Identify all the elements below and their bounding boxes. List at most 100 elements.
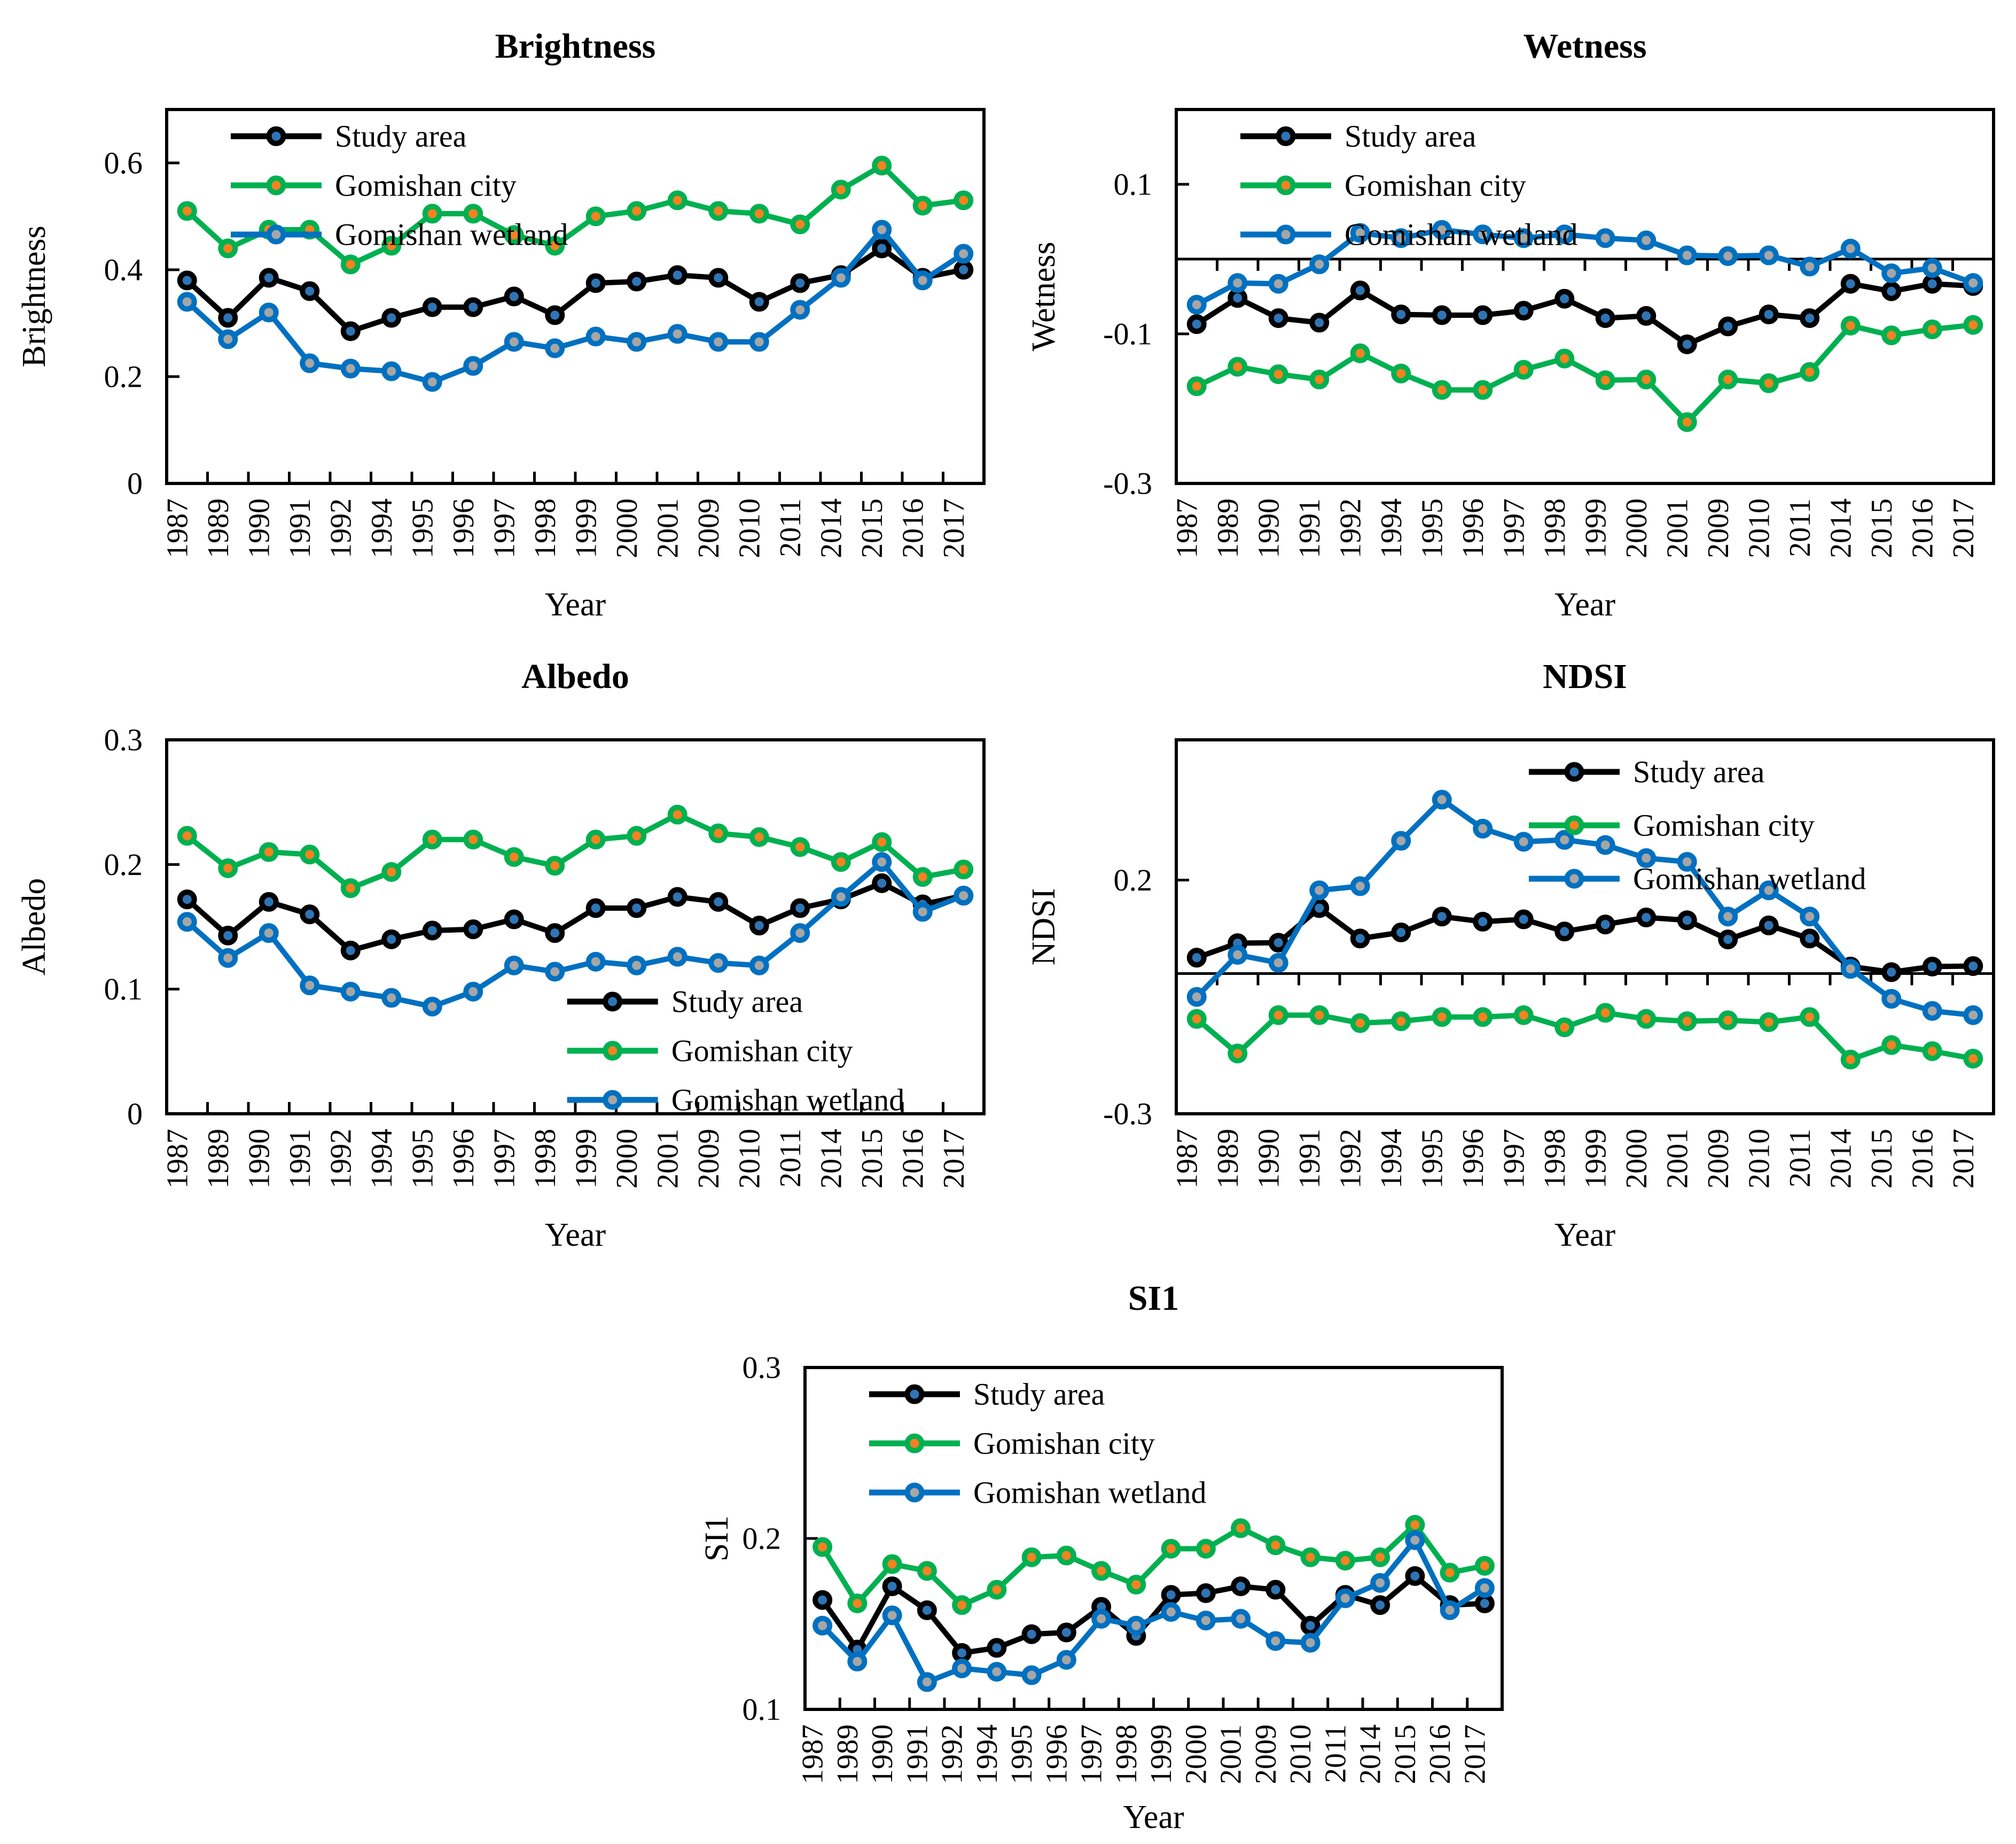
- data-point: [1922, 1001, 1942, 1021]
- data-point: [381, 988, 402, 1008]
- data-point: [1554, 348, 1575, 369]
- data-point: [1309, 312, 1330, 333]
- data-point: [585, 830, 606, 850]
- data-point: [1963, 1005, 1983, 1025]
- data-point: [1370, 1595, 1390, 1615]
- x-tick-label: 2017: [1458, 1724, 1491, 1784]
- data-point: [1881, 989, 1902, 1009]
- data-point: [1126, 1574, 1146, 1595]
- chart-cell-albedo: Albedo 0 0.1 0.2 0.3 1987 1989 1990 1991 1992 1994…: [6, 630, 1000, 1261]
- data-point: [1309, 1005, 1330, 1025]
- data-point: [1350, 928, 1370, 949]
- data-point: [1432, 380, 1452, 400]
- x-tick-label: 2001: [1661, 1129, 1694, 1189]
- data-point: [872, 832, 892, 852]
- data-point: [1677, 412, 1697, 432]
- series-study-area: [177, 238, 974, 341]
- plot-border: [165, 738, 986, 1115]
- x-tick-label: 1991: [1293, 1129, 1326, 1189]
- data-point: [422, 297, 442, 317]
- legend: Study area Gomishan city Gomishan wetland: [1240, 119, 1578, 252]
- x-tick-label: 1991: [1293, 498, 1326, 558]
- data-point: [1391, 228, 1411, 248]
- legend-label: Gomishan wetland: [671, 1083, 905, 1118]
- y-axis-title: Brightness: [16, 225, 52, 367]
- legend-entry-gomishan-wetland: Gomishan wetland: [1529, 862, 1866, 896]
- data-point: [300, 845, 320, 865]
- x-tick-label: 2011: [1319, 1724, 1352, 1783]
- data-point: [708, 892, 729, 912]
- data-point: [708, 823, 729, 843]
- y-axis-title: Wetness: [1026, 241, 1062, 351]
- x-axis: 1987 1989 1990 1991 1992 1994 1995 1996 1997 1998…: [796, 1698, 1504, 1784]
- legend-marker: [266, 224, 286, 245]
- data-point: [708, 953, 729, 973]
- data-point: [872, 238, 892, 259]
- data-point: [627, 826, 647, 846]
- legend-marker: [1276, 224, 1296, 245]
- chart-title: SI1: [1128, 1279, 1179, 1318]
- data-point: [585, 273, 606, 293]
- legend: Study area Gomishan city Gomishan wetland: [1529, 755, 1866, 896]
- data-point: [790, 898, 810, 918]
- data-point: [259, 302, 279, 323]
- series-gomishan-city: [177, 155, 974, 275]
- y-axis: 0 0.1 0.2 0.3: [104, 723, 179, 1131]
- data-point: [340, 940, 361, 960]
- x-tick-label: 2001: [651, 1129, 684, 1189]
- legend-label: Gomishan wetland: [1345, 217, 1578, 252]
- data-point: [1922, 1041, 1942, 1061]
- data-point: [545, 923, 565, 943]
- plot-border: [1175, 108, 1995, 485]
- series-gomishan-wetland: [177, 852, 974, 1017]
- data-point: [340, 321, 361, 341]
- x-tick-label: 1992: [1334, 1129, 1367, 1189]
- data-point: [952, 1643, 972, 1663]
- x-tick-label: 2016: [1906, 1129, 1939, 1189]
- series-study-area: [1186, 274, 1983, 355]
- data-point: [1195, 1538, 1216, 1559]
- legend-entry-gomishan-wetland: Gomishan wetland: [1240, 217, 1578, 252]
- x-tick-label: 1994: [971, 1724, 1004, 1784]
- y-tick-label: 0.2: [743, 1521, 782, 1556]
- data-point: [1405, 1530, 1425, 1550]
- x-tick-label: 2000: [611, 1129, 644, 1189]
- data-point: [1636, 230, 1656, 251]
- x-tick-label: 1995: [1416, 1129, 1449, 1189]
- x-tick-label: 2014: [815, 1129, 848, 1189]
- x-tick-label: 2017: [937, 498, 971, 558]
- data-point: [1513, 909, 1534, 929]
- x-tick-label: 2009: [1702, 1129, 1735, 1189]
- data-point: [1881, 263, 1902, 284]
- x-tick-label: 1994: [1375, 1129, 1408, 1189]
- data-point: [882, 1605, 902, 1626]
- series-gomishan-wetland: [1186, 220, 1983, 315]
- data-point: [504, 225, 524, 245]
- legend-marker: [266, 175, 286, 196]
- data-point: [1228, 945, 1248, 965]
- data-point: [831, 268, 851, 288]
- legend-label: Gomishan city: [973, 1426, 1155, 1461]
- series-gomishan-city: [1186, 1003, 1983, 1069]
- x-tick-label: 1999: [1579, 498, 1612, 558]
- x-tick-label: 2015: [1389, 1724, 1422, 1784]
- data-point: [667, 887, 687, 907]
- data-point: [463, 204, 483, 224]
- chart-cell-wetness: Wetness 0.1 -0.1 -0.3 1987 1989 1990 1991 1992 19…: [1016, 0, 2010, 630]
- data-point: [954, 244, 974, 264]
- y-tick-label: 0.2: [1114, 863, 1153, 897]
- data-point: [1513, 1005, 1534, 1025]
- legend-label: Gomishan wetland: [335, 217, 568, 252]
- data-point: [1391, 923, 1411, 942]
- data-point: [259, 842, 279, 862]
- figure-row-3: SI1 0.1 0.2 0.3 1987 1989 1990 1991 1992 1994 1995…: [0, 1261, 2016, 1844]
- data-point: [1350, 1013, 1370, 1033]
- data-point: [882, 1576, 902, 1597]
- x-tick-label: 1987: [161, 1129, 194, 1189]
- x-tick-label: 2010: [733, 1129, 766, 1189]
- data-point: [1800, 308, 1820, 329]
- x-tick-label: 1997: [1497, 498, 1530, 558]
- x-axis: 1987 1989 1990 1991 1992 1994 1995 1996 1997 1998…: [1170, 259, 1995, 558]
- data-point: [847, 1651, 868, 1671]
